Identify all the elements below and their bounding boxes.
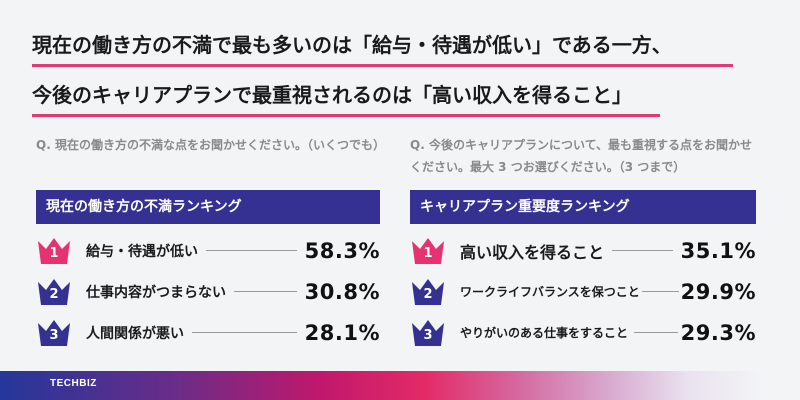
crown-icon: 2 xyxy=(410,278,446,306)
ranking-row: 1 高い収入を得ること 35.1% xyxy=(410,230,756,271)
ranking-header: キャリアプラン重要度ランキング xyxy=(410,190,756,224)
rank-number: 2 xyxy=(49,286,59,302)
ranking-row: 2 ワークライフバランスを保つこと 29.9% xyxy=(410,271,756,312)
survey-question: Q. 現在の働き方の不満な点をお聞かせください。（いくつでも） xyxy=(36,138,385,152)
leader-line xyxy=(612,250,673,251)
leader-line xyxy=(634,332,678,333)
rank-number: 3 xyxy=(423,327,433,343)
ranking-list: 1 高い収入を得ること 35.1% 2 ワークライフバランスを保つこと 29.9… xyxy=(410,230,756,353)
crown-icon: 2 xyxy=(36,278,72,306)
ranking-row: 2 仕事内容がつまらない 30.8% xyxy=(36,271,380,312)
rank-label: 仕事内容がつまらない xyxy=(86,284,226,301)
crown-icon: 3 xyxy=(410,319,446,347)
rank-number: 1 xyxy=(423,245,433,261)
ranking-row: 1 給与・待遇が低い 58.3% xyxy=(36,230,380,271)
rank-value: 29.9% xyxy=(680,279,756,304)
rank-value: 29.3% xyxy=(680,320,756,345)
rank-value: 28.1% xyxy=(304,320,380,345)
headline-line-1: 現在の働き方の不満で最も多いのは「給与・待遇が低い」である一方、 xyxy=(32,32,733,67)
rank-value: 30.8% xyxy=(304,279,380,304)
dissatisfaction-section: Q. 現在の働き方の不満な点をお聞かせください。（いくつでも） 現在の働き方の不… xyxy=(36,134,385,353)
rank-number: 2 xyxy=(423,286,433,302)
rank-number: 3 xyxy=(49,327,59,343)
survey-question: Q. 今後のキャリアプランについて、最も重視する点をお聞かせください。最大 3 … xyxy=(410,138,752,174)
headline-line-2: 今後のキャリアプランで最重視されるのは「高い収入を得ること」 xyxy=(32,82,660,117)
rank-label: ワークライフバランスを保つこと xyxy=(460,285,640,299)
ranking-row: 3 人間関係が悪い 28.1% xyxy=(36,312,380,353)
rank-value: 58.3% xyxy=(304,238,380,263)
ranking-list: 1 給与・待遇が低い 58.3% 2 仕事内容がつまらない 30.8% 3 人間… xyxy=(36,230,380,353)
rank-label: やりがいのある仕事をすること xyxy=(460,326,629,340)
rank-label: 人間関係が悪い xyxy=(86,325,184,342)
crown-icon: 3 xyxy=(36,319,72,347)
crown-icon: 1 xyxy=(36,237,72,265)
rank-label: 高い収入を得ること xyxy=(460,242,605,262)
rank-value: 35.1% xyxy=(680,238,756,263)
career-plan-section: Q. 今後のキャリアプランについて、最も重視する点をお聞かせください。最大 3 … xyxy=(410,134,756,353)
brand-logo: TECHBIZ xyxy=(50,378,97,389)
leader-line xyxy=(641,291,679,292)
leader-line xyxy=(192,332,297,333)
ranking-header: 現在の働き方の不満ランキング xyxy=(36,190,380,224)
leader-line xyxy=(206,250,297,251)
rank-label: 給与・待遇が低い xyxy=(86,243,198,260)
leader-line xyxy=(234,291,297,292)
footer-bar: TECHBIZ xyxy=(0,371,800,400)
ranking-row: 3 やりがいのある仕事をすること 29.3% xyxy=(410,312,756,353)
rank-number: 1 xyxy=(49,245,59,261)
crown-icon: 1 xyxy=(410,237,446,265)
